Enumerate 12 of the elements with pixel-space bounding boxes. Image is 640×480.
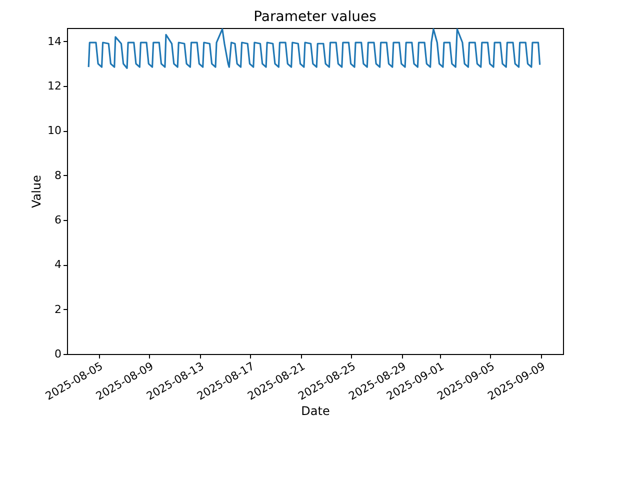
y-tick-label: 8 [54, 168, 62, 182]
y-tick-label: 4 [54, 258, 62, 272]
line-series [88, 28, 541, 69]
y-tick-label: 0 [54, 348, 62, 360]
y-tick-label: 14 [48, 34, 62, 48]
y-axis-title: Value [30, 175, 44, 208]
y-tick-label: 12 [48, 80, 62, 93]
y-tick-label: 6 [54, 214, 62, 227]
x-axis-title: Date [301, 404, 330, 418]
chart-title: Parameter values [254, 9, 376, 25]
y-tick-label: 2 [54, 302, 62, 316]
y-tick-label: 10 [48, 124, 62, 138]
